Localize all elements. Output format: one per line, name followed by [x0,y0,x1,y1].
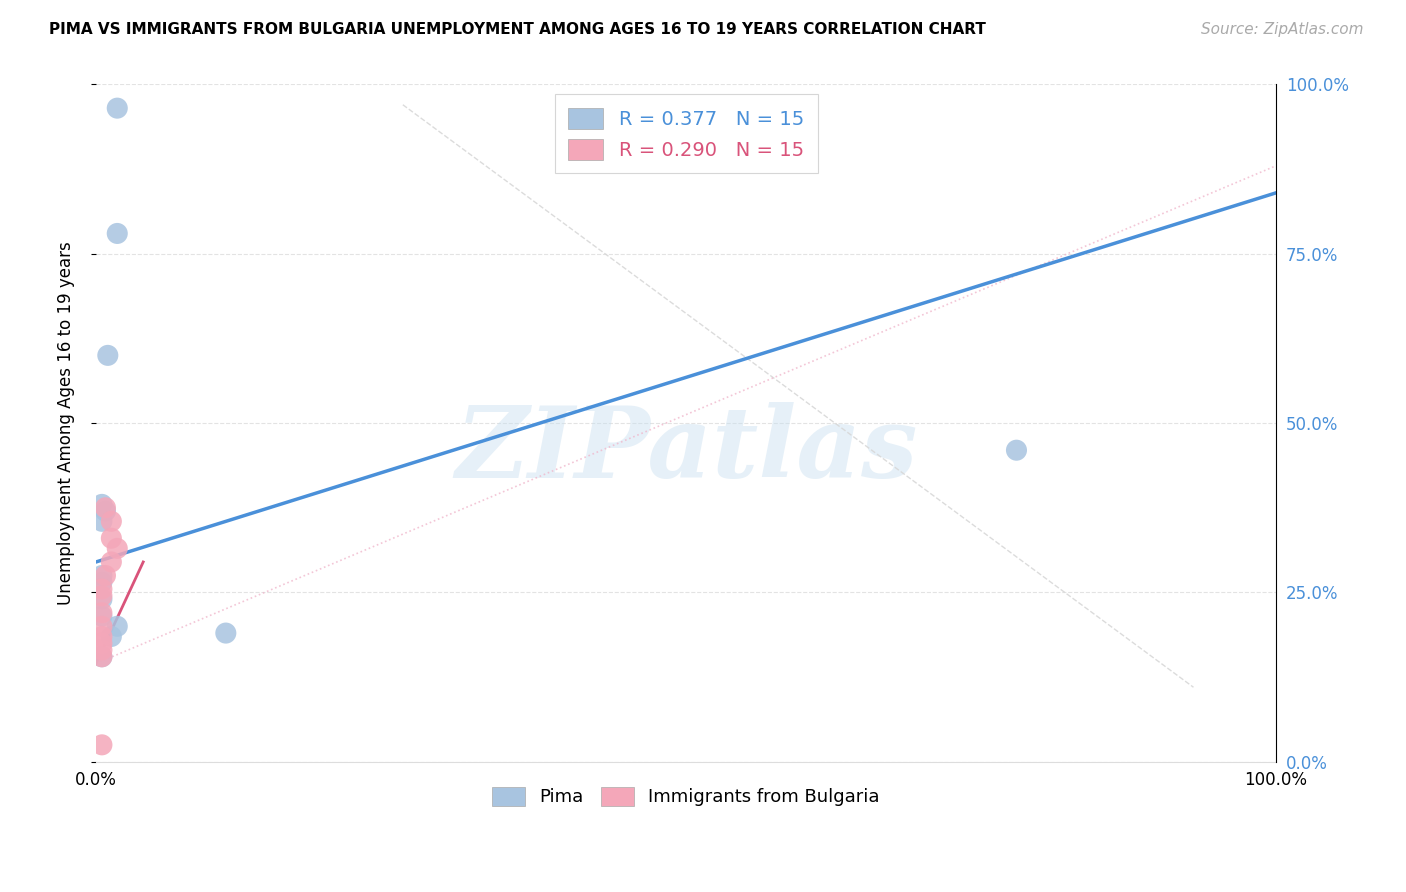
Point [100,555,122,569]
Point [100,630,122,644]
Point [100,514,122,528]
Point [90,630,112,644]
Text: PIMA VS IMMIGRANTS FROM BULGARIA UNEMPLOYMENT AMONG AGES 16 TO 19 YEARS CORRELAT: PIMA VS IMMIGRANTS FROM BULGARIA UNEMPLO… [49,22,986,37]
Point [97,348,120,362]
Point [90,606,112,620]
Point [90,619,112,633]
Point [100,531,122,545]
Text: Source: ZipAtlas.com: Source: ZipAtlas.com [1201,22,1364,37]
Point [90,649,112,664]
Point [90,636,112,650]
Point [90,592,112,607]
Point [94,500,117,515]
Point [105,619,128,633]
Point [90,568,112,582]
Point [90,738,112,752]
Y-axis label: Unemployment Among Ages 16 to 19 years: Unemployment Among Ages 16 to 19 years [58,241,75,605]
Point [105,541,128,556]
Point [90,643,112,657]
Point [90,497,112,511]
Point [94,568,117,582]
Legend: Pima, Immigrants from Bulgaria: Pima, Immigrants from Bulgaria [485,780,887,814]
Point [90,589,112,603]
Point [90,609,112,624]
Point [105,101,128,115]
Text: ZIPatlas: ZIPatlas [456,402,917,499]
Point [94,504,117,518]
Point [90,514,112,528]
Point [90,575,112,590]
Point [105,227,128,241]
Point [90,649,112,664]
Point [90,582,112,596]
Point [215,626,238,640]
Point [1005,443,1028,458]
